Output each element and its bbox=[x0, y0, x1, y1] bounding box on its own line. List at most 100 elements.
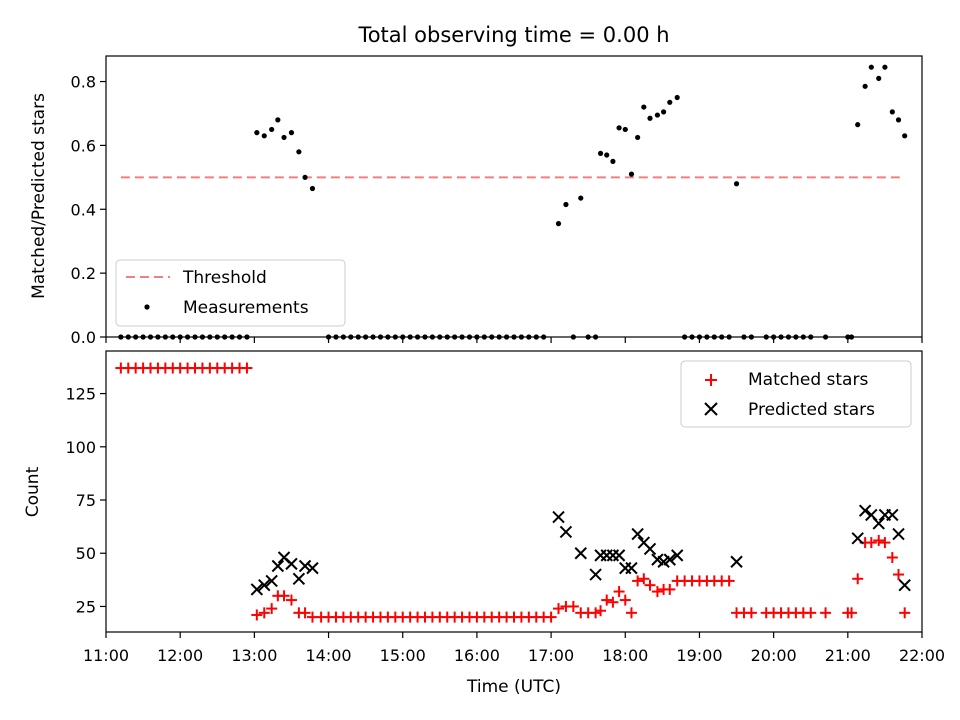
ratio-panel: Total observing time = 0.00 h Matched/Pr… bbox=[29, 23, 923, 347]
measurement-point bbox=[647, 115, 653, 121]
matched-star-point bbox=[607, 596, 619, 608]
measurement-point bbox=[882, 64, 888, 70]
count-y-tick-label: 25 bbox=[76, 597, 96, 616]
matched-star-point bbox=[299, 607, 311, 619]
matched-star-point bbox=[266, 603, 278, 615]
matched-star-point bbox=[805, 607, 817, 619]
predicted-star-point bbox=[892, 527, 905, 541]
x-tick-label: 12:00 bbox=[157, 646, 203, 665]
predicted-star-point bbox=[730, 555, 743, 568]
matched-star-point bbox=[545, 611, 557, 623]
matched-legend-label: Matched stars bbox=[748, 370, 868, 390]
count-legend: Matched stars Predicted stars bbox=[680, 360, 912, 428]
measurement-point bbox=[622, 126, 628, 133]
measurement-point bbox=[667, 99, 673, 105]
measurement-point bbox=[269, 126, 275, 133]
ratio-y-ticks: 0.0 0.2 0.4 0.6 0.8 bbox=[71, 73, 106, 347]
measurement-point bbox=[733, 181, 740, 187]
matched-star-point bbox=[879, 537, 891, 549]
measurement-point bbox=[281, 134, 287, 141]
count-points bbox=[115, 362, 911, 623]
matched-star-point bbox=[619, 594, 631, 606]
x-tick-label: 19:00 bbox=[676, 646, 722, 665]
ratio-y-tick-label: 0.4 bbox=[71, 200, 96, 219]
predicted-star-point bbox=[858, 504, 872, 517]
measurement-point bbox=[876, 75, 882, 81]
x-tick-label: 11:00 bbox=[83, 646, 129, 665]
x-tick-label: 22:00 bbox=[899, 646, 945, 665]
predicted-star-point bbox=[851, 532, 864, 545]
matched-star-point bbox=[285, 594, 297, 606]
matched-star-point bbox=[899, 607, 911, 619]
predicted-star-point bbox=[643, 542, 657, 556]
ratio-y-axis-label: Matched/Predicted stars bbox=[29, 93, 49, 299]
measurement-point bbox=[610, 158, 616, 164]
x-tick-label: 13:00 bbox=[231, 646, 277, 665]
measurement-point bbox=[641, 104, 647, 110]
measurement-point bbox=[296, 149, 302, 155]
predicted-star-point bbox=[559, 525, 573, 539]
count-plot-frame bbox=[105, 350, 923, 633]
measurement-point bbox=[628, 171, 635, 177]
predicted-star-point bbox=[612, 549, 626, 562]
matched-star-point bbox=[846, 607, 858, 619]
count-x-ticks: 11:00 12:00 13:00 14:00 15:00 16:00 17:00 18:00… bbox=[83, 632, 945, 665]
ratio-legend: Threshold Measurements bbox=[115, 259, 346, 327]
matched-star-point bbox=[613, 586, 625, 598]
predicted-star-point bbox=[589, 568, 602, 581]
matched-star-point bbox=[644, 579, 656, 591]
predicted-star-point bbox=[631, 527, 644, 541]
chart-title: Total observing time = 0.00 h bbox=[357, 23, 669, 47]
measurement-point bbox=[578, 195, 584, 201]
measurement-point bbox=[275, 117, 281, 123]
matched-star-point bbox=[278, 590, 290, 602]
predicted-star-point bbox=[250, 583, 264, 596]
matched-star-point bbox=[251, 609, 263, 621]
ratio-x-ticks bbox=[105, 337, 923, 343]
predicted-star-point bbox=[298, 559, 312, 573]
threshold-legend-label: Threshold bbox=[182, 268, 267, 288]
predicted-star-point bbox=[663, 553, 676, 566]
matched-star-point bbox=[625, 607, 637, 619]
count-y-tick-label: 50 bbox=[76, 544, 96, 563]
x-tick-label: 17:00 bbox=[528, 646, 574, 665]
measurement-point bbox=[635, 134, 641, 141]
matched-star-point bbox=[638, 573, 650, 585]
measurement-point bbox=[661, 109, 667, 115]
measurement-point bbox=[895, 117, 902, 123]
predicted-star-point bbox=[898, 578, 911, 592]
ratio-y-tick-label: 0.6 bbox=[71, 136, 96, 155]
x-tick-label: 14:00 bbox=[305, 646, 351, 665]
x-tick-label: 21:00 bbox=[825, 646, 871, 665]
matched-star-point bbox=[664, 583, 676, 595]
count-y-tick-label: 75 bbox=[76, 491, 96, 510]
measurement-point bbox=[674, 94, 680, 101]
x-tick-label: 15:00 bbox=[380, 646, 426, 665]
measurements-legend-label: Measurements bbox=[183, 298, 309, 318]
x-tick-label: 16:00 bbox=[454, 646, 500, 665]
x-tick-label: 20:00 bbox=[751, 646, 797, 665]
ratio-y-tick-label: 0.8 bbox=[71, 73, 96, 92]
predicted-legend-label: Predicted stars bbox=[748, 400, 875, 420]
matched-star-point bbox=[632, 575, 644, 587]
matched-legend-swatch bbox=[705, 374, 717, 386]
matched-star-point bbox=[590, 607, 602, 619]
matched-star-point bbox=[601, 594, 613, 606]
count-y-tick-label: 125 bbox=[65, 385, 96, 404]
measurement-point bbox=[261, 133, 267, 139]
matched-star-point bbox=[651, 586, 663, 598]
predicted-legend-swatch bbox=[704, 402, 718, 416]
measurement-point bbox=[889, 109, 895, 115]
ratio-y-tick-label: 0.2 bbox=[71, 264, 96, 283]
matched-star-point bbox=[820, 607, 832, 619]
measurement-point bbox=[254, 130, 260, 136]
measurements-legend-swatch bbox=[144, 304, 150, 310]
measurement-point bbox=[868, 64, 874, 70]
predicted-star-point bbox=[552, 510, 565, 524]
measurement-point bbox=[302, 174, 308, 180]
predicted-star-point bbox=[258, 578, 271, 592]
measurement-point bbox=[555, 221, 562, 227]
matched-star-point bbox=[241, 362, 253, 374]
predicted-star-point bbox=[292, 572, 306, 585]
